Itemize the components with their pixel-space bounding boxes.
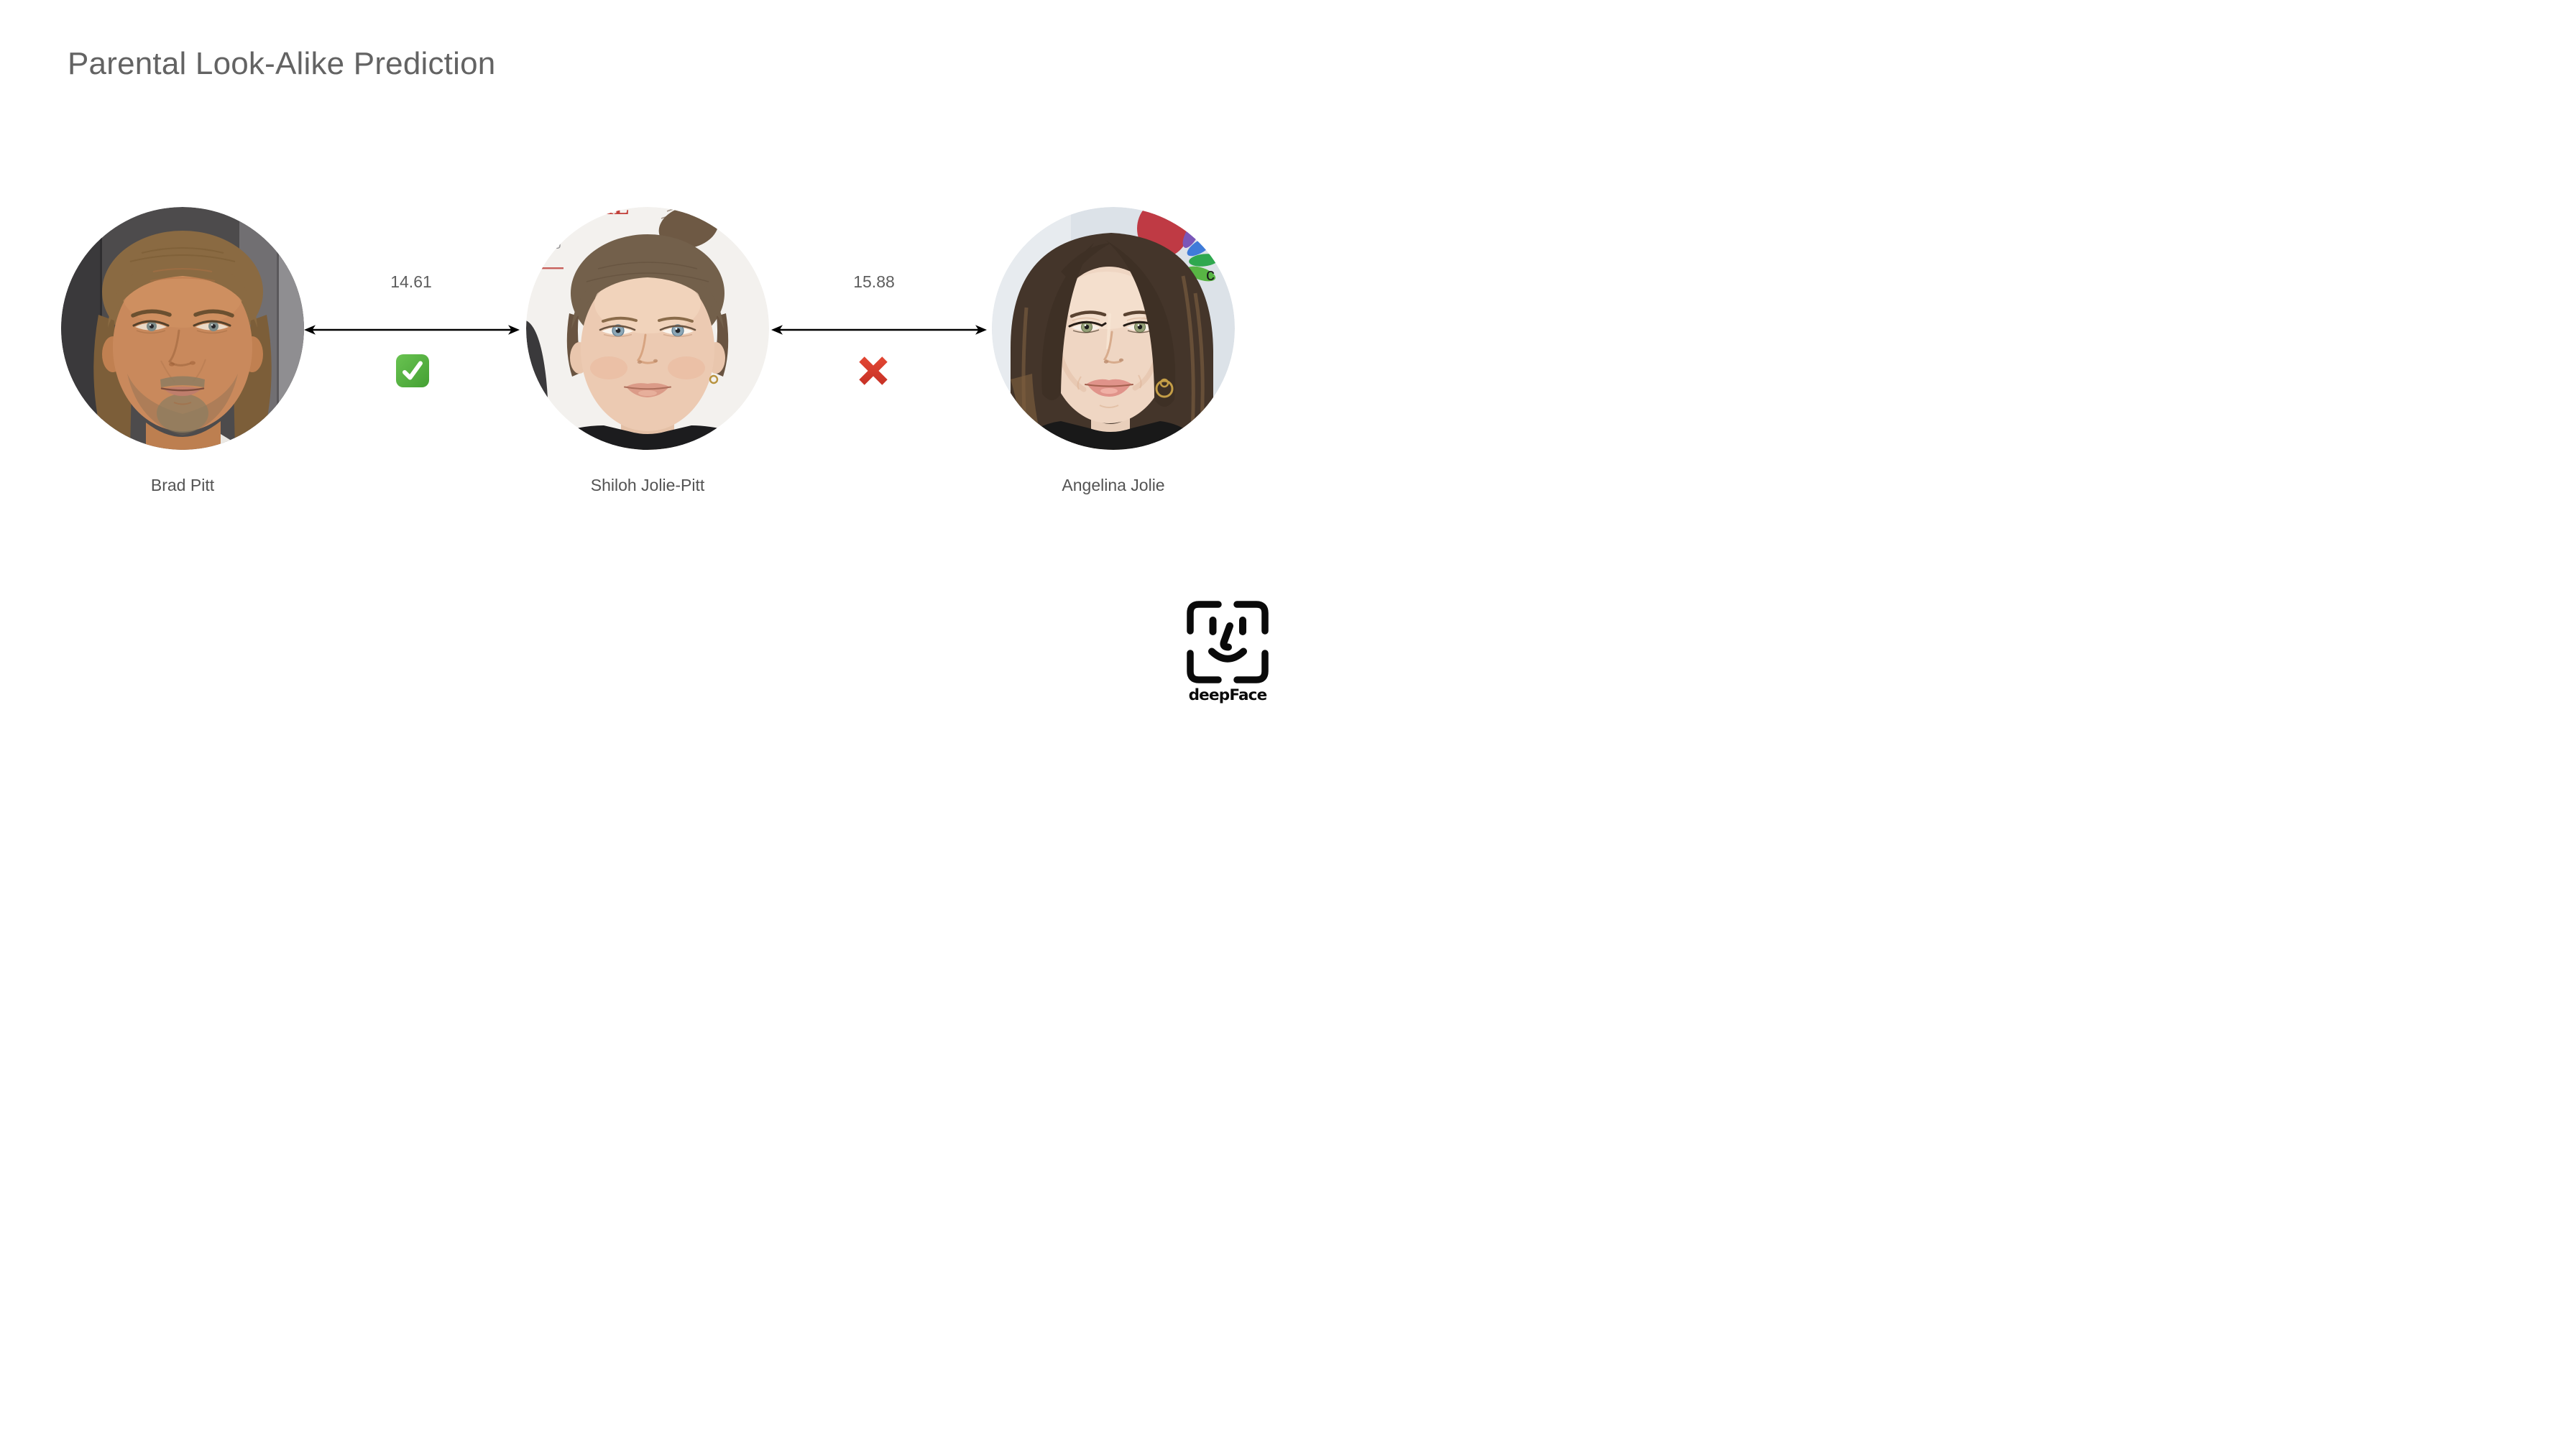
person-node-brad-pitt bbox=[61, 207, 304, 453]
backdrop-text-u: U bbox=[553, 239, 561, 252]
deepface-wordmark: deepFace bbox=[1188, 686, 1268, 704]
person-name-shiloh-jolie-pitt: Shiloh Jolie-Pitt bbox=[590, 476, 705, 494]
person-node-angelina-jolie: c bbox=[992, 207, 1235, 453]
backdrop-text-me: ME bbox=[592, 207, 630, 219]
person-name-angelina-jolie: Angelina Jolie bbox=[1062, 476, 1165, 494]
deepface-face-icon bbox=[1187, 601, 1269, 683]
distance-value-shiloh-angelina: 15.88 bbox=[853, 272, 895, 291]
parental-lookalike-figure: Parental Look-Alike Prediction bbox=[0, 0, 1288, 722]
distance-arrow-brad-shiloh bbox=[304, 325, 520, 335]
deepface-logo bbox=[1187, 601, 1269, 687]
person-node-shiloh-jolie-pitt: ME U bbox=[526, 207, 769, 453]
cross-mark-icon bbox=[859, 356, 888, 385]
check-mark-icon bbox=[396, 354, 429, 387]
angelina-jolie-photo: c bbox=[992, 207, 1235, 450]
person-name-brad-pitt: Brad Pitt bbox=[150, 476, 215, 494]
distance-value-brad-shiloh: 14.61 bbox=[390, 272, 432, 291]
brad-pitt-photo bbox=[61, 207, 304, 450]
page-title: Parental Look-Alike Prediction bbox=[68, 46, 496, 81]
shiloh-jolie-pitt-photo: ME U bbox=[526, 207, 769, 450]
backdrop-text-c: c bbox=[1206, 265, 1215, 285]
distance-arrow-shiloh-angelina bbox=[771, 325, 987, 335]
